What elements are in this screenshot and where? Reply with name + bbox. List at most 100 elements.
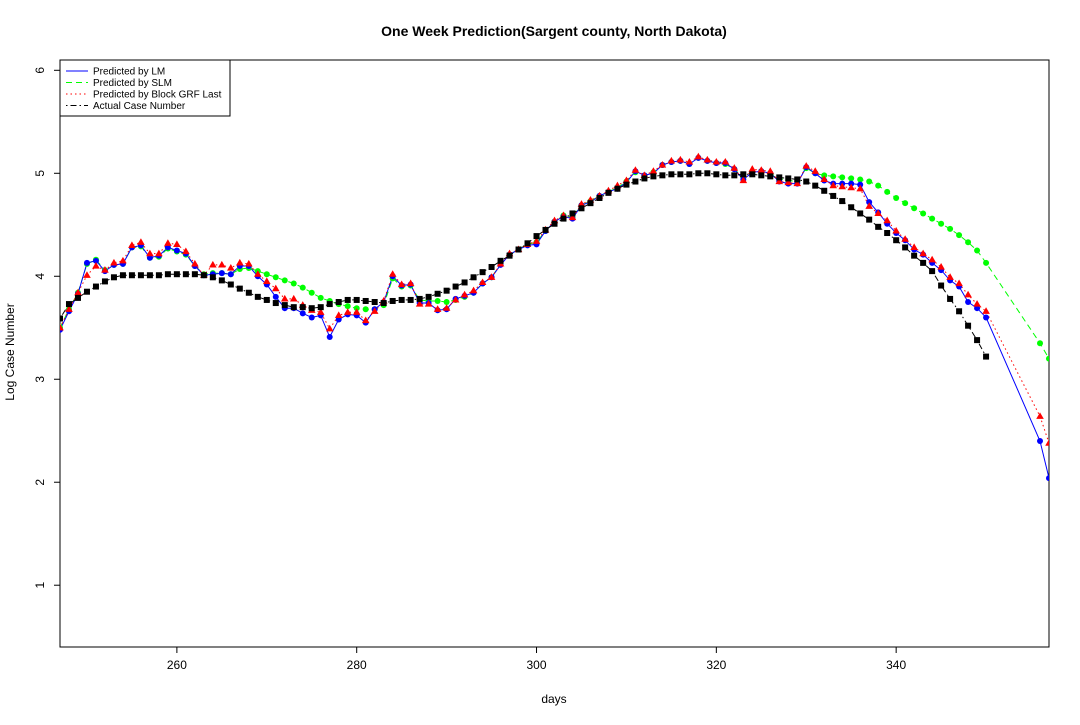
x-tick-label: 300 <box>527 658 547 672</box>
data-point <box>442 304 451 311</box>
data-point <box>289 294 298 302</box>
data-point <box>965 322 972 329</box>
data-point <box>938 220 945 227</box>
data-point <box>443 299 450 306</box>
data-point <box>119 256 127 264</box>
data-point <box>452 283 459 290</box>
data-point <box>893 237 900 244</box>
data-point <box>803 178 810 185</box>
data-point <box>74 294 81 301</box>
data-point <box>578 205 585 212</box>
data-point <box>965 239 972 246</box>
data-point <box>821 187 828 194</box>
data-point <box>920 210 927 217</box>
data-point <box>902 244 909 251</box>
data-point <box>470 274 477 281</box>
data-point <box>281 302 288 309</box>
data-point <box>362 297 369 304</box>
data-point <box>740 171 747 178</box>
data-point <box>811 167 820 174</box>
data-point <box>236 285 243 292</box>
y-tick-label: 6 <box>33 67 47 74</box>
data-point <box>344 296 351 303</box>
data-point <box>218 277 225 284</box>
x-axis-label: days <box>541 692 566 706</box>
data-point <box>218 260 226 268</box>
data-point <box>515 246 522 253</box>
data-point <box>262 277 271 285</box>
legend-entry-label: Actual Case Number <box>93 101 186 112</box>
y-tick-label: 3 <box>33 376 47 383</box>
data-point <box>290 280 297 287</box>
data-point <box>1036 412 1044 419</box>
data-point <box>694 152 703 160</box>
data-point <box>821 172 828 179</box>
y-tick-label: 2 <box>33 479 47 486</box>
data-point <box>982 307 990 314</box>
data-point <box>146 249 154 257</box>
data-point <box>488 263 495 270</box>
data-point <box>335 316 342 323</box>
data-point <box>856 184 864 192</box>
x-tick-label: 320 <box>706 658 726 672</box>
data-point <box>271 284 280 292</box>
data-point <box>847 183 855 191</box>
data-point <box>245 289 252 296</box>
data-point <box>388 270 397 277</box>
data-point <box>146 272 153 279</box>
data-point <box>569 210 576 217</box>
data-point <box>344 303 351 310</box>
data-point <box>434 290 441 297</box>
data-point <box>389 297 396 304</box>
data-point <box>793 179 802 187</box>
x-tick-label: 260 <box>167 658 187 672</box>
data-point <box>191 259 199 267</box>
data-point <box>173 247 180 254</box>
y-tick-label: 4 <box>33 273 47 280</box>
legend-entry-label: Predicted by Block GRF Last <box>93 90 222 101</box>
data-point <box>451 295 460 303</box>
data-point <box>92 261 100 269</box>
data-point <box>712 157 721 165</box>
data-point <box>641 175 648 182</box>
data-point <box>911 205 918 212</box>
data-point <box>956 308 963 315</box>
data-point <box>416 295 423 302</box>
data-point <box>173 271 180 278</box>
data-point <box>785 175 792 182</box>
data-point <box>155 249 163 257</box>
data-point <box>748 165 757 172</box>
data-point <box>101 278 108 285</box>
data-point <box>92 257 99 264</box>
data-point <box>352 308 361 315</box>
data-point <box>866 216 873 223</box>
plot-data <box>60 152 1049 482</box>
data-point <box>343 308 352 315</box>
data-point <box>658 161 667 168</box>
x-axis: 260 280 300 320 340 <box>167 647 906 672</box>
data-point <box>191 271 198 278</box>
data-point <box>676 155 685 163</box>
data-point <box>685 157 694 165</box>
data-point <box>137 238 145 245</box>
data-point <box>686 171 693 178</box>
data-point <box>839 174 846 181</box>
data-point <box>884 230 891 237</box>
data-point <box>83 271 91 278</box>
data-point <box>767 173 774 180</box>
data-point <box>875 223 882 230</box>
data-point <box>308 289 315 296</box>
data-point <box>299 304 306 311</box>
data-point <box>866 199 873 206</box>
data-point <box>263 296 270 303</box>
data-point <box>677 171 684 178</box>
data-point <box>794 176 801 183</box>
legend-entry-label: Predicted by SLM <box>93 78 172 89</box>
data-point <box>469 286 478 294</box>
chart-title: One Week Prediction(Sargent county, Nort… <box>381 23 727 39</box>
data-point <box>892 226 900 234</box>
data-point <box>649 167 658 174</box>
data-point <box>875 182 882 189</box>
data-point <box>974 247 981 254</box>
series-line <box>60 157 1049 359</box>
